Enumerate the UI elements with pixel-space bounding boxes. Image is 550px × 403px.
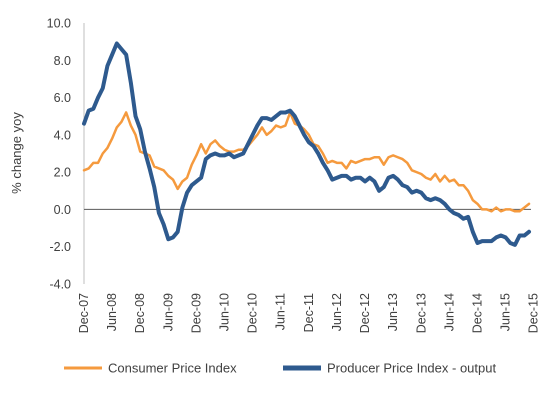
legend: Consumer Price Index Producer Price Inde…	[64, 361, 496, 376]
y-axis-title: % change yoy	[9, 112, 24, 194]
x-tick-label: Dec-10	[246, 293, 260, 333]
y-axis-ticks: 10.0 8.0 6.0 4.0 2.0 0.0 -2.0 -4.0	[47, 17, 71, 292]
x-tick-label: Dec-14	[470, 293, 484, 333]
x-tick-label: Dec-13	[414, 293, 428, 333]
x-tick-label: Dec-08	[133, 293, 147, 333]
x-tick-label: Jun-15	[499, 293, 513, 331]
x-tick-label: Dec-07	[77, 293, 91, 333]
x-tick-label: Jun-09	[161, 293, 175, 331]
series-line-cpi	[82, 111, 531, 213]
y-tick-label: 4.0	[54, 128, 71, 142]
x-tick-label: Jun-14	[442, 293, 456, 331]
legend-label-cpi: Consumer Price Index	[108, 361, 237, 376]
y-tick-label: 0.0	[54, 203, 71, 217]
series-lines	[82, 41, 531, 247]
x-tick-label: Dec-15	[527, 293, 541, 333]
y-tick-label: 2.0	[54, 166, 71, 180]
series-line-ppi	[82, 41, 531, 247]
x-axis-ticks: Dec-07 Jun-08 Dec-08 Jun-09 Dec-09 Jun-10 Dec-…	[77, 293, 541, 333]
legend-label-ppi: Producer Price Index - output	[327, 361, 496, 376]
x-tick-label: Jun-10	[218, 293, 232, 331]
y-tick-label: 6.0	[54, 91, 71, 105]
y-tick-label: 10.0	[47, 17, 71, 31]
x-tick-label: Dec-11	[302, 293, 316, 332]
y-tick-label: -2.0	[49, 240, 71, 254]
x-tick-label: Jun-13	[386, 293, 400, 331]
x-tick-label: Jun-08	[105, 293, 119, 331]
x-tick-label: Dec-12	[358, 293, 372, 333]
y-tick-label: -4.0	[49, 278, 71, 292]
y-tick-label: 8.0	[54, 54, 71, 68]
x-tick-label: Jun-12	[330, 293, 344, 331]
x-tick-label: Dec-09	[189, 293, 203, 333]
x-tick-label: Jun-11	[274, 293, 288, 330]
